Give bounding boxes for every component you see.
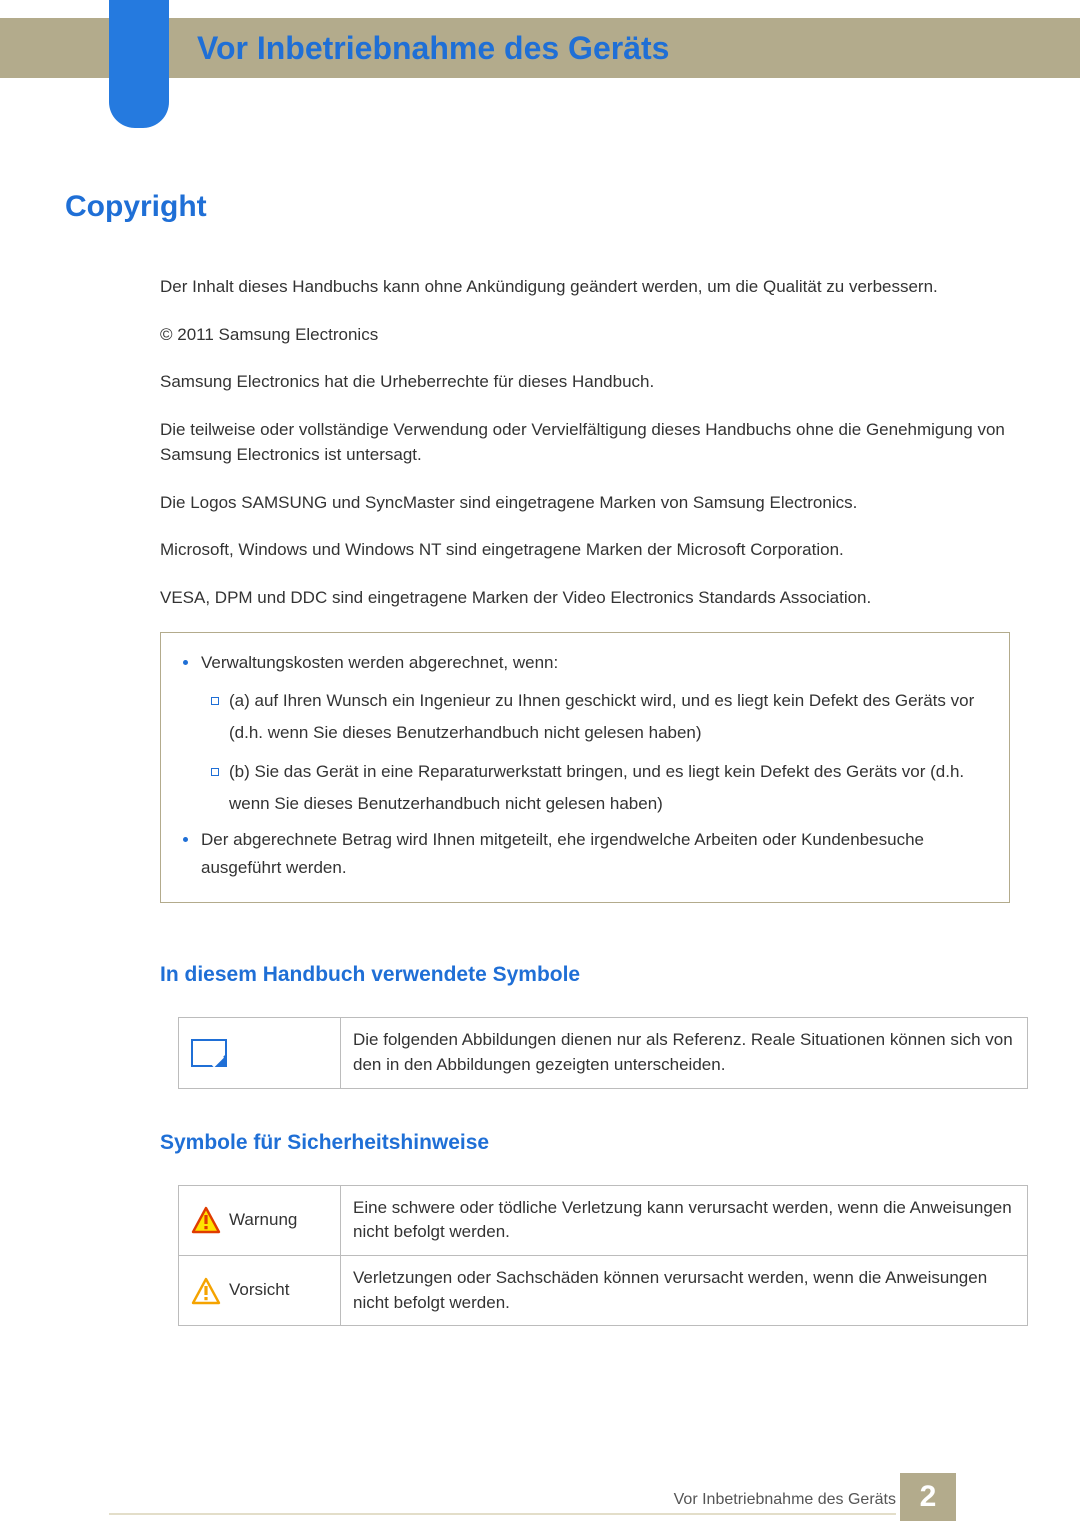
paragraph: Die Logos SAMSUNG und SyncMaster sind ei… — [160, 490, 1010, 516]
note-subitem: (a) auf Ihren Wunsch ein Ingenieur zu Ih… — [201, 685, 991, 750]
reference-text: Die folgenden Abbildungen dienen nur als… — [341, 1018, 1028, 1088]
table-row: Warnung Eine schwere oder tödliche Verle… — [179, 1185, 1028, 1255]
note-text: Verwaltungskosten werden abgerechnet, we… — [201, 653, 558, 672]
warning-label: Warnung — [229, 1208, 297, 1233]
page: Vor Inbetriebnahme des Geräts Copyright … — [0, 0, 1080, 1527]
note-list: Verwaltungskosten werden abgerechnet, we… — [173, 649, 991, 882]
reference-symbol-table: Die folgenden Abbildungen dienen nur als… — [178, 1017, 1028, 1088]
paragraph: Der Inhalt dieses Handbuchs kann ohne An… — [160, 274, 1010, 300]
page-number: 2 — [900, 1473, 956, 1521]
paragraph: Samsung Electronics hat die Urheberrecht… — [160, 369, 1010, 395]
subsection-heading: Symbole für Sicherheitshinweise — [160, 1131, 1010, 1155]
page-footer: Vor Inbetriebnahme des Geräts 2 — [0, 1477, 1080, 1527]
caution-desc: Verletzungen oder Sachschäden können ver… — [341, 1255, 1028, 1325]
caution-icon — [191, 1277, 221, 1305]
safety-symbol-table: Warnung Eine schwere oder tödliche Verle… — [178, 1185, 1028, 1327]
paragraph: © 2011 Samsung Electronics — [160, 322, 1010, 348]
paragraph: VESA, DPM und DDC sind eingetragene Mark… — [160, 585, 1010, 611]
reference-icon-cell — [179, 1018, 341, 1088]
footer-divider — [109, 1513, 896, 1515]
footer-chapter-label: Vor Inbetriebnahme des Geräts — [660, 1491, 896, 1509]
paragraph: Die teilweise oder vollständige Verwendu… — [160, 417, 1010, 468]
copyright-body: Der Inhalt dieses Handbuchs kann ohne An… — [160, 274, 1010, 1326]
table-row: Vorsicht Verletzungen oder Sachschäden k… — [179, 1255, 1028, 1325]
warning-label-cell: Warnung — [179, 1185, 341, 1255]
table-row: Die folgenden Abbildungen dienen nur als… — [179, 1018, 1028, 1088]
note-box: Verwaltungskosten werden abgerechnet, we… — [160, 632, 1010, 903]
note-item: Verwaltungskosten werden abgerechnet, we… — [173, 649, 991, 820]
reference-icon — [191, 1039, 227, 1067]
warning-desc: Eine schwere oder tödliche Verletzung ka… — [341, 1185, 1028, 1255]
caution-label: Vorsicht — [229, 1278, 289, 1303]
note-sublist: (a) auf Ihren Wunsch ein Ingenieur zu Ih… — [201, 685, 991, 820]
caution-label-cell: Vorsicht — [179, 1255, 341, 1325]
note-item: Der abgerechnete Betrag wird Ihnen mitge… — [173, 826, 991, 882]
header-tab — [109, 0, 169, 128]
chapter-title: Vor Inbetriebnahme des Geräts — [197, 30, 669, 67]
content-area: Copyright Der Inhalt dieses Handbuchs ka… — [65, 190, 1010, 1326]
section-title: Copyright — [65, 190, 1010, 224]
paragraph: Microsoft, Windows und Windows NT sind e… — [160, 537, 1010, 563]
subsection-heading: In diesem Handbuch verwendete Symbole — [160, 963, 1010, 987]
note-subitem: (b) Sie das Gerät in eine Reparaturwerks… — [201, 756, 991, 821]
warning-icon — [191, 1206, 221, 1234]
